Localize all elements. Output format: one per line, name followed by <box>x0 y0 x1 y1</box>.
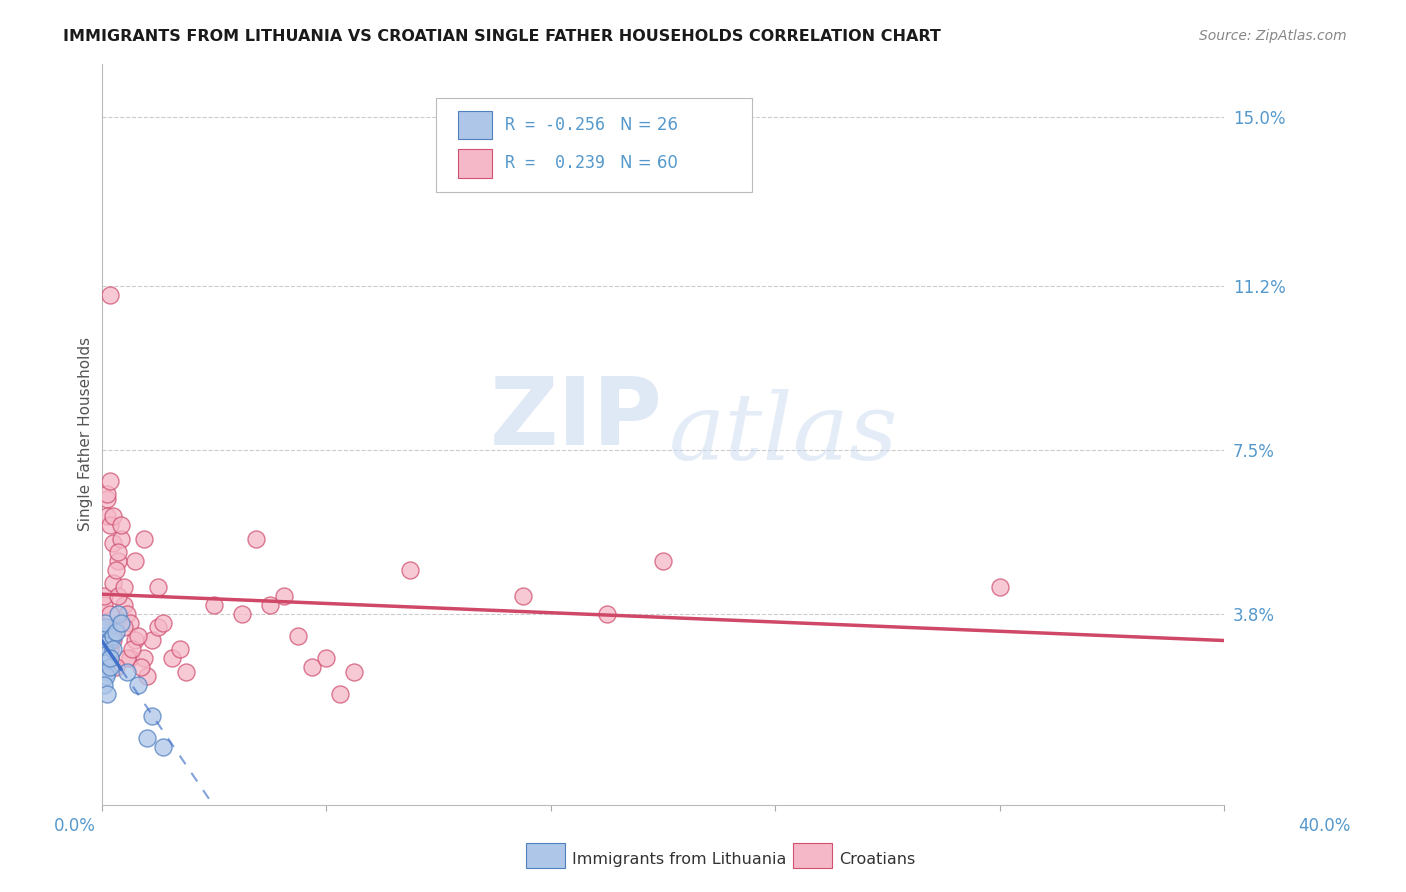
Point <box>132 532 155 546</box>
Point <box>245 532 267 546</box>
Point <box>98 633 121 648</box>
Point <box>98 287 121 301</box>
Point <box>152 615 174 630</box>
Point <box>129 660 152 674</box>
Point <box>146 620 169 634</box>
Point <box>124 633 146 648</box>
Point <box>98 518 121 533</box>
Point <box>152 739 174 754</box>
Text: N = 60: N = 60 <box>620 154 678 172</box>
Point <box>110 615 132 630</box>
Point <box>96 665 118 679</box>
Point <box>94 669 117 683</box>
Text: IMMIGRANTS FROM LITHUANIA VS CROATIAN SINGLE FATHER HOUSEHOLDS CORRELATION CHART: IMMIGRANTS FROM LITHUANIA VS CROATIAN SI… <box>63 29 941 44</box>
Point <box>287 629 309 643</box>
Point <box>91 624 114 639</box>
Point <box>101 629 124 643</box>
Point <box>596 607 619 621</box>
Point <box>93 638 115 652</box>
Point <box>98 642 121 657</box>
Y-axis label: Single Father Households: Single Father Households <box>79 337 93 532</box>
Point <box>93 656 115 670</box>
Point <box>107 607 129 621</box>
Point <box>301 660 323 674</box>
Point <box>112 620 135 634</box>
Point <box>202 598 225 612</box>
Point <box>96 687 118 701</box>
Point <box>98 607 121 621</box>
Point <box>399 562 422 576</box>
Point <box>343 665 366 679</box>
Point <box>104 620 127 634</box>
Point <box>93 589 115 603</box>
Point <box>93 598 115 612</box>
Point <box>101 575 124 590</box>
Point <box>174 665 197 679</box>
Point <box>101 642 124 657</box>
Point <box>141 633 163 648</box>
Point <box>96 491 118 506</box>
Point <box>98 474 121 488</box>
Point <box>118 615 141 630</box>
Point <box>121 642 143 657</box>
Point <box>115 607 138 621</box>
Point <box>101 509 124 524</box>
Point <box>96 509 118 524</box>
Text: 40.0%: 40.0% <box>1298 817 1351 835</box>
Text: R = -0.256: R = -0.256 <box>505 116 605 134</box>
Point <box>98 651 121 665</box>
Text: atlas: atlas <box>669 389 898 479</box>
Point <box>96 647 118 661</box>
Point <box>329 687 352 701</box>
Text: ZIP: ZIP <box>491 374 664 466</box>
Point <box>93 678 115 692</box>
Point <box>146 580 169 594</box>
Point <box>160 651 183 665</box>
Text: 0.0%: 0.0% <box>53 817 96 835</box>
Point <box>135 669 157 683</box>
Point <box>96 651 118 665</box>
Point <box>124 554 146 568</box>
Point <box>231 607 253 621</box>
Point <box>127 629 149 643</box>
Point <box>96 487 118 501</box>
Point <box>101 536 124 550</box>
Point <box>259 598 281 612</box>
Point <box>135 731 157 745</box>
Point <box>652 554 675 568</box>
Text: Croatians: Croatians <box>839 853 915 867</box>
Point <box>110 518 132 533</box>
Point <box>94 620 117 634</box>
Text: R =  0.239: R = 0.239 <box>505 154 605 172</box>
Point <box>315 651 337 665</box>
Point <box>107 589 129 603</box>
Point <box>988 580 1011 594</box>
Point <box>115 665 138 679</box>
Text: N = 26: N = 26 <box>620 116 678 134</box>
Point <box>273 589 295 603</box>
Text: Source: ZipAtlas.com: Source: ZipAtlas.com <box>1199 29 1347 43</box>
Text: Immigrants from Lithuania: Immigrants from Lithuania <box>572 853 786 867</box>
Point <box>107 554 129 568</box>
Point <box>127 678 149 692</box>
Point <box>98 660 121 674</box>
Point <box>104 562 127 576</box>
Point <box>93 620 115 634</box>
Point <box>112 580 135 594</box>
Point <box>93 642 115 657</box>
Point <box>101 633 124 648</box>
Point <box>110 532 132 546</box>
Point <box>94 615 117 630</box>
Point <box>107 545 129 559</box>
Point <box>132 651 155 665</box>
Point <box>141 709 163 723</box>
Point <box>169 642 191 657</box>
Point <box>115 651 138 665</box>
Point <box>104 660 127 674</box>
Point <box>112 598 135 612</box>
Point <box>104 624 127 639</box>
Point <box>512 589 534 603</box>
Point <box>93 629 115 643</box>
Point <box>118 651 141 665</box>
